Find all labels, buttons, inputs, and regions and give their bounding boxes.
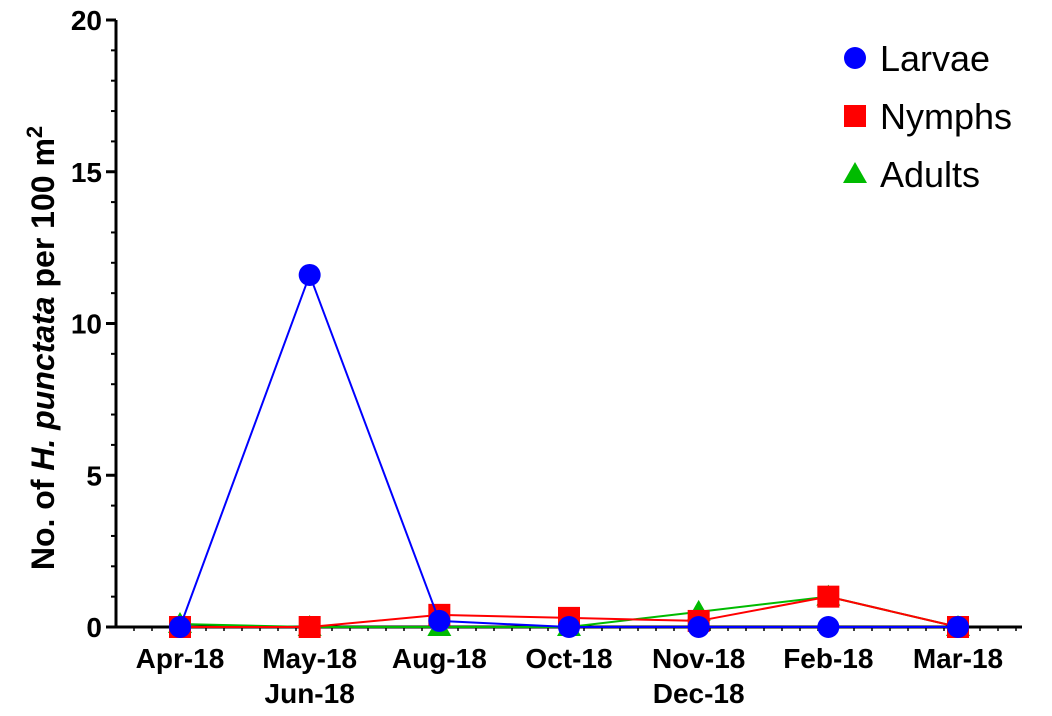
data-point	[428, 609, 451, 632]
series-larvae	[169, 263, 969, 638]
legend-item: Adults	[843, 154, 980, 195]
data-point	[298, 616, 321, 638]
legend-item: Nymphs	[844, 96, 1012, 137]
x-tick-label: May-18	[262, 643, 357, 674]
axes: 0 5 10 15 20 Apr-18 May-18 Jun-18 Aug-18 Oct-18 No…	[71, 5, 1022, 709]
legend-label: Nymphs	[880, 96, 1012, 137]
legend: Larvae Nymphs Adults	[843, 38, 1012, 195]
legend-marker	[844, 105, 866, 127]
x-tick-sublabel: Dec-18	[653, 678, 745, 709]
x-tick-label: Oct-18	[525, 643, 612, 674]
y-tick-label: 15	[71, 157, 102, 188]
legend-marker	[843, 162, 867, 183]
data-point	[947, 616, 969, 638]
x-tick-label: Aug-18	[392, 643, 487, 674]
y-tick-label: 20	[71, 5, 102, 36]
data-point	[558, 616, 580, 638]
legend-label: Adults	[880, 154, 980, 195]
data-point	[817, 585, 840, 608]
data-point	[687, 616, 710, 638]
legend-item: Larvae	[844, 38, 990, 79]
data-point	[298, 263, 321, 286]
x-tick-label: Nov-18	[652, 643, 745, 674]
y-tick-label: 5	[86, 460, 102, 491]
data-point	[169, 616, 191, 638]
data-point	[817, 616, 840, 638]
x-tick-label: Apr-18	[136, 643, 225, 674]
x-tick-label: Feb-18	[783, 643, 873, 674]
series-line	[179, 272, 958, 628]
y-axis-label: No. of H. punctata per 100 m2	[22, 126, 62, 570]
y-tick-label: 0	[86, 612, 102, 643]
series-layer	[168, 263, 970, 638]
legend-marker	[844, 47, 866, 69]
legend-label: Larvae	[880, 38, 990, 79]
x-tick-label: Mar-18	[913, 643, 1003, 674]
y-tick-label: 10	[71, 309, 102, 340]
x-tick-sublabel: Jun-18	[265, 678, 355, 709]
